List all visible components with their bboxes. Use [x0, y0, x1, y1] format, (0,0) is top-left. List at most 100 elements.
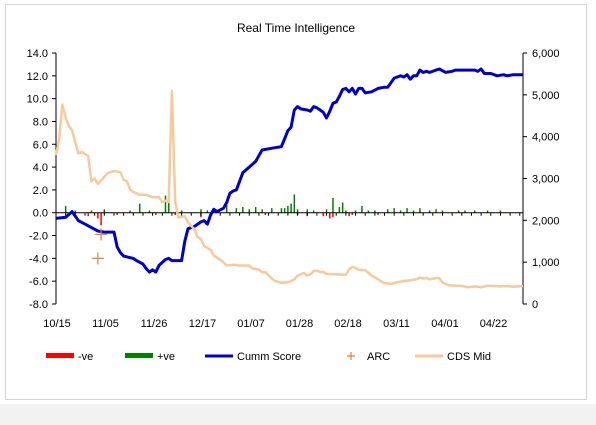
- positive-bar: [338, 207, 341, 213]
- chart-frame: [5, 4, 587, 400]
- positive-bar: [386, 209, 389, 213]
- left-tick-label: -2.0: [29, 231, 48, 243]
- right-tick-label: 5,000: [532, 90, 560, 102]
- positive-bar: [306, 209, 308, 213]
- negative-bar: [348, 212, 350, 217]
- positive-bar: [225, 204, 228, 213]
- positive-bar: [361, 205, 363, 213]
- legend-label: -ve: [78, 351, 93, 363]
- left-tick-label: 14.0: [27, 48, 48, 60]
- negative-bar: [377, 212, 379, 216]
- x-tick-label: 04/01: [431, 318, 459, 330]
- x-tick-label: 01/07: [237, 318, 265, 330]
- series-lines: [54, 67, 524, 289]
- negative-bar: [155, 212, 157, 216]
- negative-bar: [100, 212, 102, 226]
- positive-bar: [74, 210, 77, 213]
- positive-bar: [290, 203, 292, 213]
- positive-bar: [374, 210, 376, 213]
- x-tick-label: 02/18: [334, 318, 362, 330]
- left-tick-label: -8.0: [29, 299, 48, 311]
- positive-bar: [293, 194, 296, 213]
- positive-bar: [148, 210, 151, 213]
- positive-bar: [332, 197, 334, 213]
- left-tick-label: -4.0: [29, 253, 48, 265]
- left-tick-label: 2.0: [33, 185, 48, 197]
- positive-bars: [64, 194, 502, 213]
- x-tick-label: 11/26: [141, 318, 168, 330]
- positive-bar: [206, 210, 209, 213]
- arc-markers: [91, 228, 108, 265]
- negative-bar: [329, 212, 331, 219]
- positive-bar: [412, 210, 415, 213]
- positive-bar: [138, 203, 141, 213]
- right-tick-label: 0: [532, 299, 538, 311]
- negative-bar: [97, 212, 99, 219]
- positive-bar: [399, 210, 402, 213]
- positive-bar: [367, 210, 370, 213]
- positive-bar: [486, 210, 489, 213]
- x-tick-label: 04/22: [480, 318, 508, 330]
- left-tick-label: 0.0: [33, 208, 48, 220]
- positive-bar: [254, 207, 257, 213]
- legend-label: CDS Mid: [447, 351, 491, 363]
- positive-bar: [287, 205, 289, 213]
- positive-bar: [271, 208, 273, 213]
- legend: -ve +ve Cumm Score ARC CDS Mid: [46, 351, 491, 363]
- left-tick-label: 6.0: [33, 139, 48, 151]
- left-tick-label: -6.0: [29, 276, 48, 288]
- left-tick-label: 8.0: [33, 116, 48, 128]
- positive-bar: [473, 210, 476, 213]
- positive-bar: [428, 210, 431, 213]
- positive-bar: [406, 208, 408, 213]
- negative-bar: [174, 212, 176, 216]
- positive-bar: [345, 210, 347, 213]
- positive-bar: [129, 210, 131, 213]
- cumm-score-line: [55, 67, 523, 274]
- legend-label: +ve: [157, 351, 175, 363]
- arc-marker: [95, 228, 108, 241]
- positive-bar: [435, 209, 437, 213]
- positive-bar: [354, 210, 357, 213]
- positive-bar: [283, 208, 286, 213]
- left-tick-label: 12.0: [27, 71, 48, 83]
- chart-title: Real Time Intelligence: [237, 21, 355, 35]
- left-tick-label: 10.0: [27, 94, 48, 106]
- x-tick-label: 12/17: [189, 318, 217, 330]
- positive-bar: [499, 210, 502, 213]
- right-tick-label: 2,000: [532, 215, 560, 227]
- negative-bar: [264, 212, 267, 216]
- right-tick-label: 3,000: [532, 174, 560, 186]
- right-tick-label: 1,000: [532, 257, 560, 269]
- positive-bar: [64, 205, 67, 213]
- positive-bar: [325, 209, 328, 213]
- positive-bar: [441, 210, 444, 213]
- legend-swatch: [347, 352, 355, 360]
- positive-bar: [457, 210, 460, 213]
- positive-bar: [261, 209, 263, 213]
- negative-bar: [351, 212, 354, 216]
- x-tick-label: 10/15: [43, 318, 71, 330]
- positive-bar: [312, 210, 315, 213]
- positive-bar: [90, 210, 93, 213]
- right-tick-label: 6,000: [532, 48, 560, 60]
- positive-bar: [393, 208, 395, 213]
- bottom-strip: [0, 404, 596, 425]
- positive-bar: [103, 209, 106, 213]
- negative-bars: [87, 212, 379, 226]
- positive-bar: [341, 202, 344, 213]
- positive-bar: [200, 209, 202, 213]
- negative-bar: [116, 212, 118, 216]
- legend-label: ARC: [367, 351, 390, 363]
- legend-swatch: [46, 353, 74, 358]
- cds-mid-line: [54, 89, 524, 289]
- negative-bar: [322, 212, 325, 217]
- left-tick-label: 4.0: [33, 162, 48, 174]
- positive-bar: [180, 210, 183, 213]
- positive-bar: [419, 208, 421, 213]
- arc-marker: [91, 252, 104, 265]
- axes: [52, 52, 527, 305]
- positive-bar: [242, 207, 244, 213]
- x-tick-label: 11/05: [92, 318, 119, 330]
